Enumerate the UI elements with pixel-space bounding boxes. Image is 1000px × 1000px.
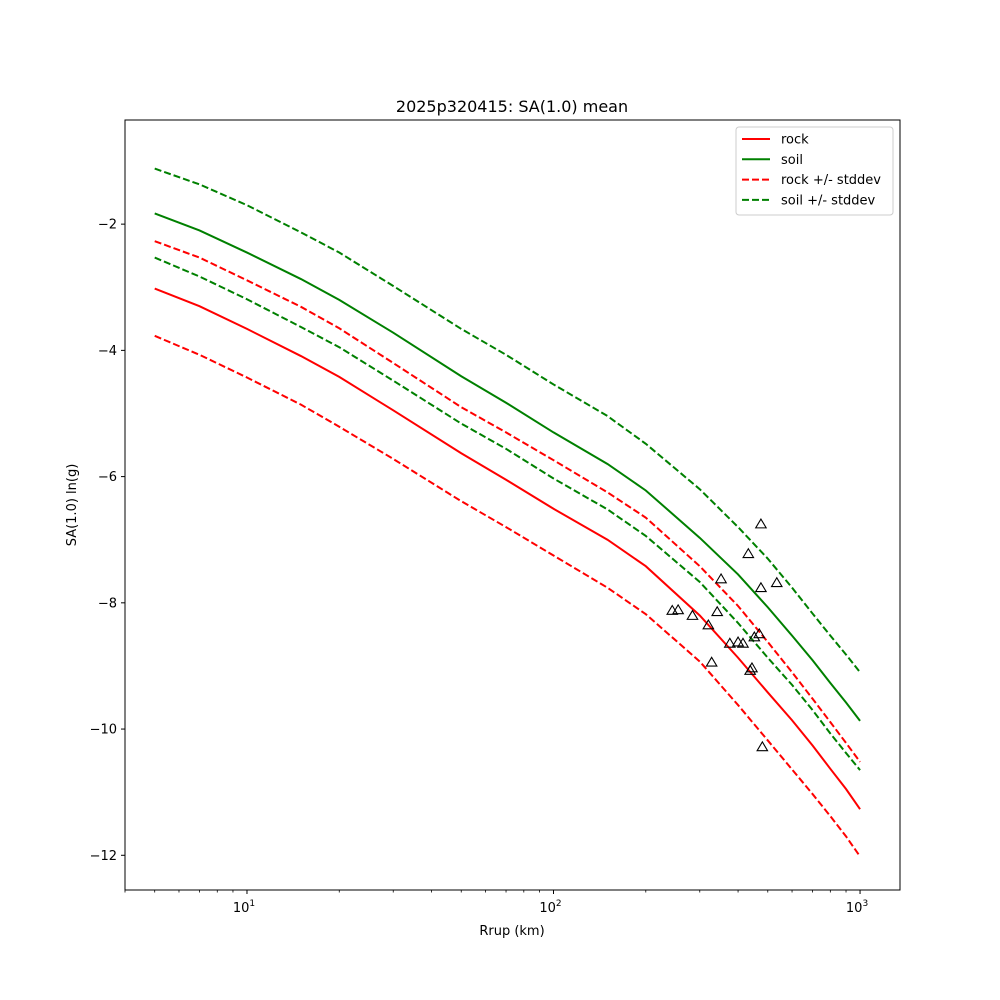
legend-label: rock — [781, 133, 809, 148]
x-tick-label: 102 — [539, 899, 561, 916]
plot-frame — [124, 119, 901, 891]
legend-label: soil +/- stddev — [781, 193, 876, 208]
observation-marker-9 — [736, 637, 750, 648]
observation-marker-17 — [756, 740, 769, 752]
plot-content — [154, 167, 861, 858]
y-axis-label: SA(1.0) ln(g) — [65, 464, 80, 547]
legend: rock soil rock +/- stddev soil +/- stddev — [735, 126, 894, 216]
series-line-rock-stddev-2 — [154, 240, 861, 763]
observation-marker-2 — [686, 609, 699, 620]
observation-marker-3 — [702, 618, 715, 630]
observation-marker-12 — [745, 661, 759, 673]
x-tick-label: 103 — [846, 899, 868, 916]
y-tick-label: −4 — [98, 344, 117, 359]
x-tick-label: 101 — [233, 899, 255, 916]
observation-marker-14 — [753, 627, 766, 639]
observation-marker-16 — [754, 581, 768, 593]
observation-marker-18 — [770, 576, 783, 588]
observation-marker-13 — [748, 630, 761, 642]
x-axis-label: Rrup (km) — [479, 924, 544, 939]
y-tick-label: −12 — [90, 849, 117, 864]
y-tick-label: −6 — [98, 470, 117, 485]
observation-marker-10 — [742, 547, 755, 559]
y-tick-label: −10 — [90, 723, 117, 738]
legend-label: soil — [781, 153, 803, 168]
series-line-soil-stddev-5 — [154, 256, 861, 771]
series-line-rock-0 — [154, 287, 861, 810]
plot-area — [154, 167, 861, 858]
observation-marker-15 — [754, 517, 768, 529]
series-line-soil-stddev-4 — [154, 167, 861, 673]
legend-box — [735, 126, 894, 216]
y-tick-label: −8 — [98, 596, 117, 611]
legend-label: rock +/- stddev — [781, 173, 881, 188]
axes: −2 −4 −6 −8 −10 −12 101 102 103 — [90, 218, 869, 916]
chart-title: 2025p320415: SA(1.0) mean — [396, 97, 628, 116]
observation-marker-6 — [714, 572, 728, 584]
y-tick-label: −2 — [98, 218, 117, 233]
observation-marker-1 — [671, 603, 685, 615]
series-line-rock-stddev-3 — [154, 334, 861, 858]
observation-marker-7 — [723, 637, 737, 648]
observation-marker-4 — [705, 656, 718, 667]
series-line-soil-1 — [154, 212, 861, 722]
observation-marker-5 — [711, 605, 724, 617]
